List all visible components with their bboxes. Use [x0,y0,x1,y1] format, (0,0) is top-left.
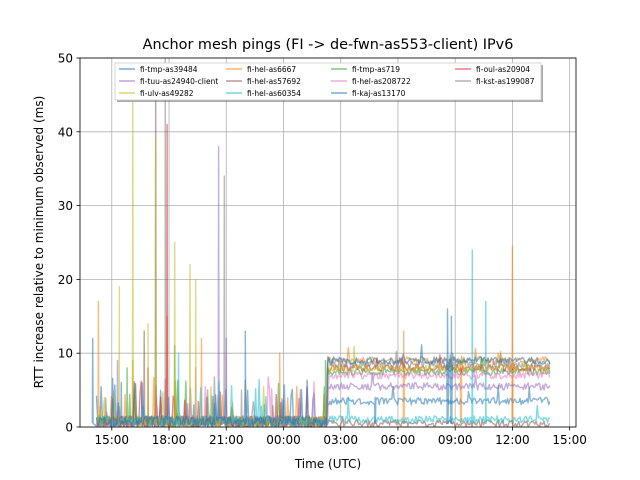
legend-label: fi-kaj-as13170 [352,89,406,98]
legend-label: fi-hel-as57692 [247,77,301,86]
legend-label: fi-tmp-as39484 [140,65,198,74]
legend-label: fi-oul-as20904 [476,65,530,74]
axes-frame [79,57,577,428]
y-tick-label: 30 [58,199,73,213]
x-tick-label: 15:00 [552,433,587,447]
series-line-fi-kaj-as13170 [91,308,551,427]
y-tick-label: 40 [58,125,73,139]
legend-label: fi-hel-as208722 [352,77,411,86]
x-tick-label: 09:00 [438,433,473,447]
plot-area: 15:00 18:00 21:00 00:00 03:00 06:00 09:00 12:00… [58,52,587,448]
y-tick-label: 20 [58,273,73,287]
y-tick-label: 10 [58,347,73,361]
x-tick-label: 21:00 [209,433,244,447]
y-tick-label: 50 [58,52,73,66]
x-tick-label: 18:00 [152,433,187,447]
x-tick-label: 00:00 [266,433,301,447]
x-tick-label: 06:00 [381,433,416,447]
legend-label: fi-hel-as6667 [247,65,296,74]
x-axis-label: Time (UTC) [294,457,361,471]
ticks: 15:00 18:00 21:00 00:00 03:00 06:00 09:00 12:00… [58,52,587,448]
legend-label: fi-hel-as60354 [247,89,301,98]
series-group [91,58,551,427]
x-tick-label: 12:00 [495,433,530,447]
x-tick-label: 15:00 [94,433,129,447]
legend: fi-tmp-as39484 fi-hel-as6667 fi-tmp-as719 f… [114,62,543,102]
x-tick-label: 03:00 [323,433,358,447]
y-axis-label: RTT increase relative to minimum observe… [32,96,46,389]
legend-label: fi-ulv-as49282 [140,89,194,98]
legend-label: fi-tuu-as24940-client [140,77,218,86]
legend-label: fi-kst-as199087 [476,77,535,86]
y-tick-label: 0 [65,421,73,435]
legend-label: fi-tmp-as719 [352,65,400,74]
chart-title: Anchor mesh pings (FI -> de-fwn-as553-cl… [143,37,514,53]
